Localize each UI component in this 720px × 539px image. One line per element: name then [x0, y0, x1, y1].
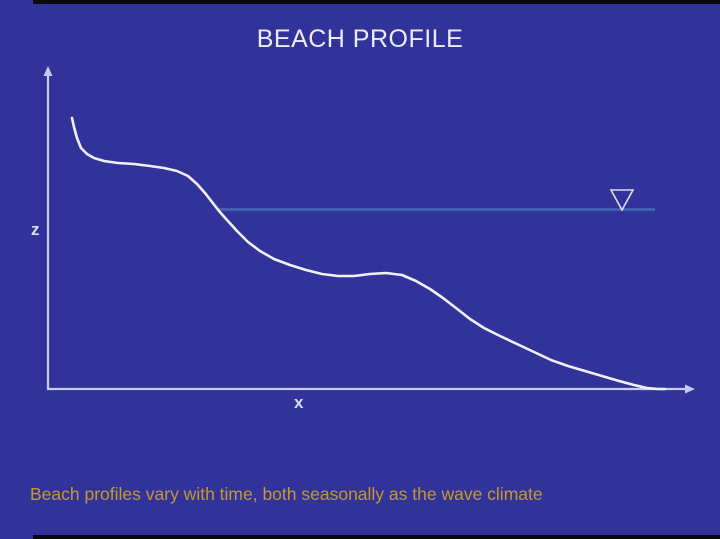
water-level-triangle-icon [609, 189, 635, 212]
letterbox-bar-top [33, 0, 720, 4]
y-axis-label: z [31, 220, 40, 239]
caption-line: Beach profiles vary with time, both seas… [30, 484, 543, 504]
y-axis-arrowhead-icon [43, 66, 53, 76]
x-axis-label: x [294, 393, 304, 412]
letterbox-bar-bottom [33, 535, 720, 539]
slide-caption: Beach profiles vary with time, both seas… [30, 434, 700, 539]
beach-profile-curve [70, 116, 667, 391]
slide-title: BEACH PROFILE [256, 25, 464, 53]
x-axis-arrowhead-icon [685, 384, 695, 394]
